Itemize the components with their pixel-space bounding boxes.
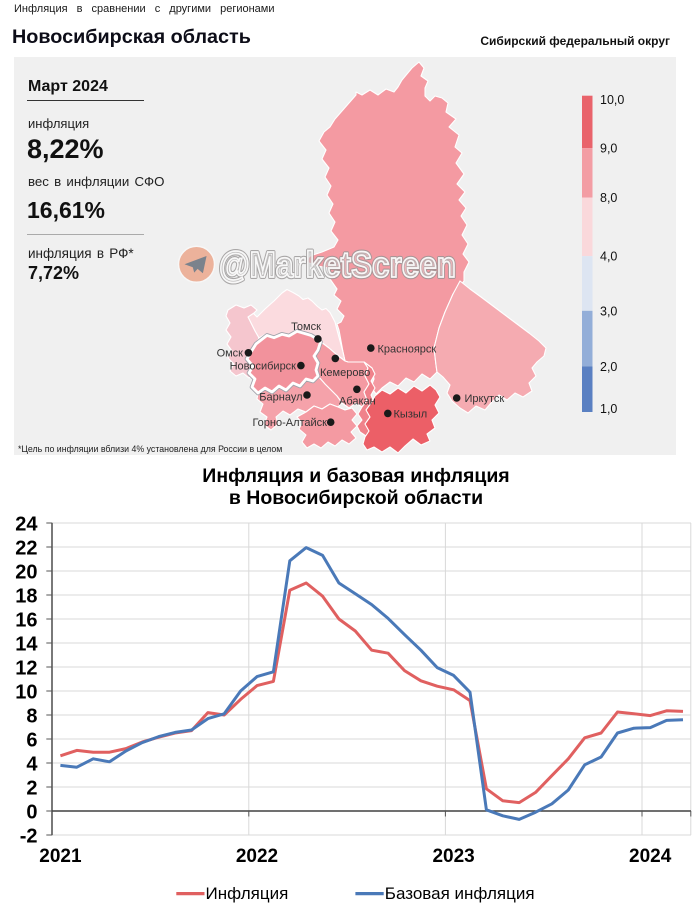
svg-text:4: 4	[26, 753, 38, 775]
svg-text:-2: -2	[20, 825, 38, 847]
svg-text:Иркутск: Иркутск	[465, 393, 505, 405]
svg-text:2024: 2024	[629, 846, 672, 867]
svg-text:Красноярск: Красноярск	[378, 343, 437, 355]
svg-text:Кемерово: Кемерово	[320, 367, 370, 379]
svg-text:@MarketScreen: @MarketScreen	[219, 244, 456, 285]
svg-text:3,0: 3,0	[600, 304, 617, 318]
svg-text:Томск: Томск	[291, 321, 321, 333]
svg-text:20: 20	[15, 561, 37, 583]
svg-text:4,0: 4,0	[600, 250, 617, 264]
svg-text:@MarketScreen: @MarketScreen	[219, 244, 456, 285]
svg-text:6: 6	[26, 729, 37, 751]
svg-text:Омск: Омск	[217, 348, 244, 360]
svg-text:Базовая инфляция: Базовая инфляция	[385, 884, 535, 903]
svg-text:Инфляция: Инфляция	[206, 884, 289, 903]
svg-text:Барнаул: Барнаул	[259, 392, 302, 404]
svg-text:8: 8	[26, 705, 37, 727]
svg-text:8,0: 8,0	[600, 191, 617, 205]
svg-text:2,0: 2,0	[600, 360, 617, 374]
svg-text:Кызыл: Кызыл	[394, 409, 428, 421]
svg-text:Горно-Алтайск: Горно-Алтайск	[252, 417, 327, 429]
svg-text:9,0: 9,0	[600, 142, 617, 156]
svg-text:Новосибирск: Новосибирск	[230, 361, 297, 373]
svg-text:10: 10	[15, 681, 37, 703]
svg-text:2021: 2021	[39, 846, 82, 867]
svg-text:16: 16	[15, 609, 37, 631]
svg-text:2022: 2022	[236, 846, 278, 867]
svg-text:0: 0	[26, 801, 37, 823]
svg-text:Абакан: Абакан	[339, 396, 376, 408]
svg-text:1,0: 1,0	[600, 402, 617, 416]
svg-text:2: 2	[26, 777, 37, 799]
svg-text:24: 24	[15, 513, 38, 535]
svg-text:12: 12	[15, 657, 37, 679]
svg-text:10,0: 10,0	[600, 93, 624, 107]
svg-text:18: 18	[15, 585, 37, 607]
svg-text:2023: 2023	[432, 846, 474, 867]
svg-text:14: 14	[15, 633, 38, 655]
svg-text:22: 22	[15, 537, 37, 559]
